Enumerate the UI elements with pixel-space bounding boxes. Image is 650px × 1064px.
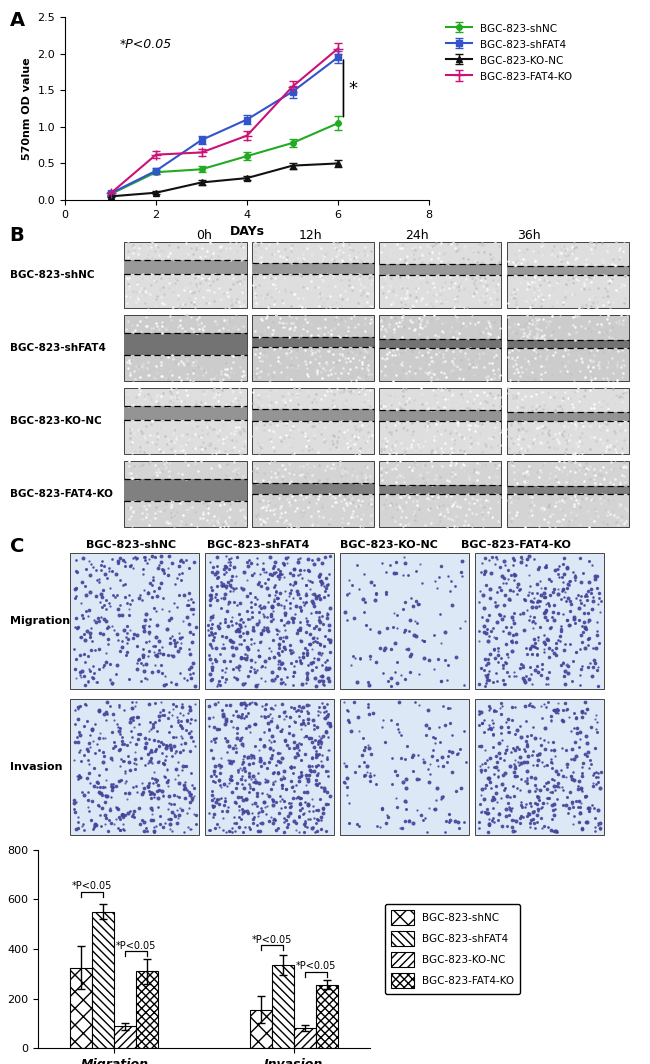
- Text: BGC-823-KO-NC: BGC-823-KO-NC: [340, 539, 437, 550]
- Text: 12h: 12h: [298, 229, 322, 243]
- Text: 24h: 24h: [406, 229, 429, 243]
- Bar: [506, 412, 629, 421]
- Bar: [124, 406, 246, 419]
- Bar: [506, 486, 629, 494]
- Bar: [316, 985, 338, 1048]
- Bar: [70, 967, 92, 1048]
- Bar: [379, 264, 501, 275]
- Bar: [379, 411, 501, 421]
- Text: *P<0.05: *P<0.05: [72, 881, 112, 892]
- Text: BGC-823-shFAT4: BGC-823-shFAT4: [10, 343, 105, 353]
- Bar: [379, 484, 501, 494]
- Bar: [124, 333, 246, 354]
- X-axis label: DAYs: DAYs: [229, 226, 265, 238]
- Bar: [252, 409, 374, 421]
- Text: *P<0.05: *P<0.05: [116, 941, 157, 951]
- Text: BGC-823-shNC: BGC-823-shNC: [86, 539, 176, 550]
- Text: BGC-823-KO-NC: BGC-823-KO-NC: [10, 416, 101, 426]
- Text: A: A: [10, 11, 25, 30]
- Bar: [506, 339, 629, 348]
- Text: *P<0.05: *P<0.05: [120, 38, 172, 51]
- Bar: [92, 912, 114, 1048]
- Text: Migration: Migration: [10, 616, 70, 626]
- Text: C: C: [10, 537, 24, 556]
- Text: BGC-823-FAT4-KO: BGC-823-FAT4-KO: [10, 489, 112, 499]
- Text: *: *: [348, 80, 357, 98]
- Bar: [124, 261, 246, 273]
- Text: BGC-823-shNC: BGC-823-shNC: [10, 270, 94, 280]
- Text: Invasion: Invasion: [10, 762, 62, 772]
- Legend: BGC-823-shNC, BGC-823-shFAT4, BGC-823-KO-NC, BGC-823-FAT4-KO: BGC-823-shNC, BGC-823-shFAT4, BGC-823-KO…: [441, 18, 577, 86]
- Bar: [252, 263, 374, 273]
- Bar: [250, 1010, 272, 1048]
- Bar: [252, 337, 374, 347]
- Y-axis label: 570nm OD value: 570nm OD value: [22, 57, 32, 160]
- Text: 0h: 0h: [196, 229, 212, 243]
- Bar: [136, 971, 159, 1048]
- Bar: [124, 479, 246, 501]
- Bar: [506, 266, 629, 275]
- Text: BGC-823-FAT4-KO: BGC-823-FAT4-KO: [461, 539, 571, 550]
- Text: BGC-823-shFAT4: BGC-823-shFAT4: [207, 539, 309, 550]
- Bar: [294, 1029, 316, 1048]
- Bar: [252, 483, 374, 494]
- Bar: [114, 1027, 136, 1048]
- Text: *P<0.05: *P<0.05: [296, 961, 336, 971]
- Y-axis label: Cell Number: Cell Number: [0, 911, 2, 987]
- Bar: [272, 965, 294, 1048]
- Legend: BGC-823-shNC, BGC-823-shFAT4, BGC-823-KO-NC, BGC-823-FAT4-KO: BGC-823-shNC, BGC-823-shFAT4, BGC-823-KO…: [385, 903, 521, 994]
- Bar: [379, 338, 501, 348]
- Text: 36h: 36h: [517, 229, 541, 243]
- Text: B: B: [10, 226, 25, 245]
- Text: *P<0.05: *P<0.05: [252, 934, 292, 945]
